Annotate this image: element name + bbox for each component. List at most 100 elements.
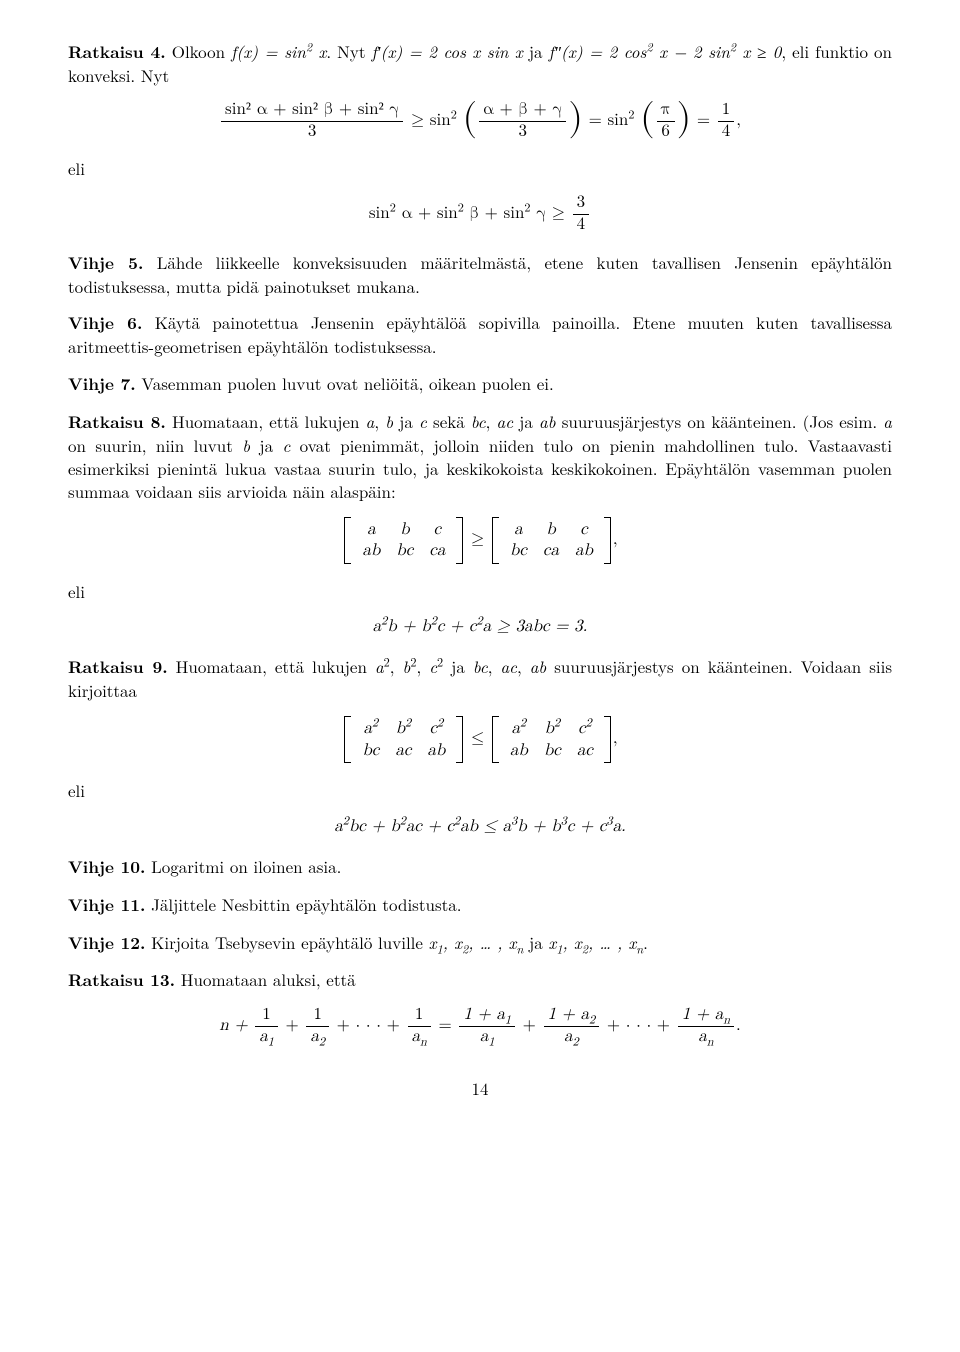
ratkaisu-4-head: Ratkaisu 4.: [68, 40, 166, 64]
d5-L-11: ac: [387, 740, 419, 761]
d3-R-12: ab: [567, 540, 601, 561]
d3-R-02: c: [567, 519, 601, 540]
d3-L-01: b: [388, 519, 421, 540]
d2-den: 4: [573, 215, 590, 235]
eli-2: eli: [68, 580, 892, 603]
d3-rel: ≥: [471, 531, 490, 548]
ratkaisu-4: Ratkaisu 4. Olkoon f(x) = sin2 x. Nyt f′…: [68, 40, 892, 87]
d7-r2d: a2: [544, 1027, 600, 1047]
d3-L-12: ca: [421, 540, 453, 561]
d1-q-den: 4: [718, 122, 735, 142]
d5-R-11: bc: [536, 740, 569, 761]
plus1: +: [286, 1017, 305, 1034]
vihje-10-text: Logaritmi on iloinen asia.: [145, 854, 341, 878]
d5-R-01: b2: [536, 718, 569, 739]
ratkaisu-13: Ratkaisu 13. Huomataan aluksi, että: [68, 968, 892, 992]
matrix-right-1: abc bccaab: [492, 517, 611, 564]
d3-L-10: ab: [354, 540, 388, 561]
d3-R-11: ca: [535, 540, 567, 561]
vihje-6: Vihje 6. Käytä painotettua Jensenin epäy…: [68, 311, 892, 358]
d7-n: n +: [219, 1017, 253, 1034]
d2-num: 3: [573, 194, 590, 215]
d1-lhs-den: 3: [221, 122, 403, 142]
d3-L-11: bc: [388, 540, 421, 561]
d3-R-10: bc: [502, 540, 535, 561]
vihje-6-head: Vihje 6.: [68, 311, 142, 335]
eli-1: eli: [68, 157, 892, 180]
display-3: abc abbcca ≥ abc bccaab ,: [68, 517, 892, 564]
ratkaisu-9-text: Huomataan, että lukujen a2, b2, c2 ja bc…: [68, 654, 892, 702]
matrix-right-2: a2b2c2 abbcac: [492, 716, 611, 763]
d5-R-02: c2: [569, 718, 601, 739]
vihje-12-eq1: x1, x2, … , xn: [429, 930, 524, 954]
vihje-6-text: Käytä painotettua Jensenin epäyhtälöä so…: [68, 310, 892, 358]
d7-eq: =: [438, 1017, 457, 1034]
d5-R-00: a2: [502, 718, 536, 739]
d7-tnn: 1: [408, 1006, 431, 1027]
vihje-5: Vihje 5. Lähde liikkeelle konveksisuuden…: [68, 251, 892, 298]
matrix-left-1: abc abbcca: [344, 517, 463, 564]
d1-q-num: 1: [718, 101, 735, 122]
d3-tail: ,: [613, 531, 618, 548]
display-4: a2b + b2c + c2a ≥ 3abc = 3.: [68, 616, 892, 639]
d7-rnn: 1 + an: [678, 1006, 734, 1027]
d5-L-00: a2: [354, 718, 387, 739]
display-1: sin² α + sin² β + sin² γ3 ≥ sin2 (α + β …: [68, 101, 892, 141]
ratkaisu-8: Ratkaisu 8. Huomataan, että lukujen a, b…: [68, 410, 892, 503]
ratkaisu-13-text: Huomataan aluksi, että: [175, 967, 356, 991]
d5-rel: ≤: [471, 730, 490, 747]
d5-L-12: ab: [419, 740, 453, 761]
vihje-10-head: Vihje 10.: [68, 855, 145, 879]
vihje-12-t1: Kirjoita Tsebysevin epäyhtälö luville: [145, 930, 428, 954]
vihje-12: Vihje 12. Kirjoita Tsebysevin epäyhtälö …: [68, 931, 892, 955]
d1-tail: ,: [736, 112, 741, 129]
d7-r1d: a1: [459, 1027, 515, 1047]
ratkaisu-9-head: Ratkaisu 9.: [68, 655, 168, 679]
vihje-5-text: Lähde liikkeelle konveksisuuden määritel…: [68, 250, 892, 298]
vihje-12-t3: .: [643, 930, 648, 954]
vihje-7-text: Vasemman puolen luvut ovat neliöitä, oik…: [136, 371, 554, 395]
r4-eq2: f′(x) = 2 cos x sin x: [372, 39, 523, 63]
ratkaisu-13-head: Ratkaisu 13.: [68, 968, 175, 992]
ratkaisu-9: Ratkaisu 9. Huomataan, että lukujen a2, …: [68, 655, 892, 702]
d7-rnd: an: [678, 1027, 734, 1047]
vihje-11-text: Jäljittele Nesbittin epäyhtälön todistus…: [145, 892, 461, 916]
r4-t1: Olkoon: [166, 39, 231, 63]
vihje-7: Vihje 7. Vasemman puolen luvut ovat neli…: [68, 372, 892, 396]
d7-tail: .: [736, 1017, 741, 1034]
vihje-12-head: Vihje 12.: [68, 931, 145, 955]
d7-t2d: a2: [306, 1027, 329, 1047]
d5-L-02: c2: [419, 718, 453, 739]
d7-r1n: 1 + a1: [459, 1006, 515, 1027]
d5-L-10: bc: [354, 740, 387, 761]
rparen2-icon: ): [677, 100, 692, 137]
d7-tnd: an: [408, 1027, 431, 1047]
d3-R-01: b: [535, 519, 567, 540]
vihje-11-head: Vihje 11.: [68, 893, 145, 917]
r4-eq1: f(x) = sin2 x: [231, 39, 326, 63]
d2-lhs: sin2 α + sin2 β + sin2 γ ≥: [369, 205, 571, 222]
display-2: sin2 α + sin2 β + sin2 γ ≥ 34: [68, 194, 892, 234]
d3-L-02: c: [421, 519, 453, 540]
ratkaisu-8-head: Ratkaisu 8.: [68, 410, 166, 434]
display-5: a2b2c2 bcacab ≤ a2b2c2 abbcac ,: [68, 716, 892, 763]
lparen2-icon: (: [640, 100, 655, 137]
d5-tail: ,: [613, 730, 618, 747]
d5-R-10: ab: [502, 740, 536, 761]
d7-dots2: + · · · +: [607, 1017, 676, 1034]
vihje-11: Vihje 11. Jäljittele Nesbittin epäyhtälö…: [68, 893, 892, 917]
lparen-icon: (: [462, 100, 477, 137]
d1-eq1: = sin2: [589, 112, 641, 129]
d5-R-12: ac: [569, 740, 601, 761]
vihje-12-eq2: x1, x2, … , xn: [548, 930, 643, 954]
ratkaisu-8-text: Huomataan, että lukujen a, b ja c sekä b…: [68, 409, 892, 503]
d1-mid-num: α + β + γ: [479, 101, 566, 122]
d5-L-01: b2: [387, 718, 419, 739]
d7-r2n: 1 + a2: [544, 1006, 600, 1027]
r4-t3: ja: [523, 39, 549, 63]
vihje-12-t2: ja: [523, 930, 548, 954]
vihje-5-head: Vihje 5.: [68, 251, 143, 275]
r4-t2: . Nyt: [326, 39, 371, 63]
d7-dots1: + · · · +: [337, 1017, 406, 1034]
d7-t1n: 1: [255, 1006, 278, 1027]
